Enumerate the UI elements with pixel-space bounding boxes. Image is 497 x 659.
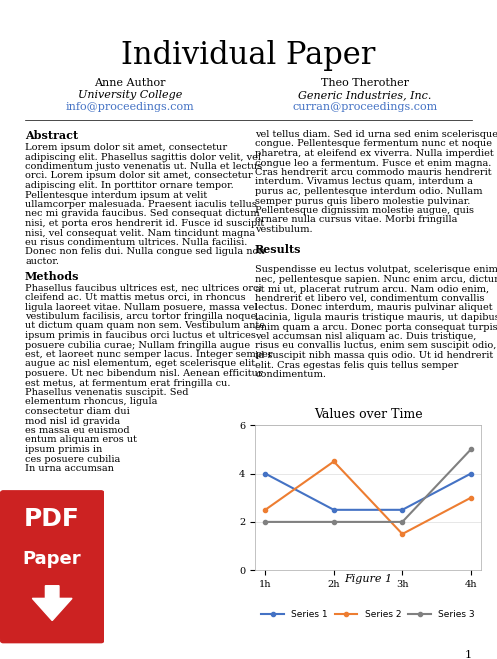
Text: elementum rhoncus, ligula: elementum rhoncus, ligula bbox=[25, 397, 158, 407]
Text: es massa eu euismod: es massa eu euismod bbox=[25, 426, 130, 435]
Text: est, et laoreet nunc semper lacus. Integer semper: est, et laoreet nunc semper lacus. Integ… bbox=[25, 350, 272, 359]
Text: enim quam a arcu. Donec porta consequat turpis,: enim quam a arcu. Donec porta consequat … bbox=[255, 322, 497, 331]
Text: University College: University College bbox=[78, 90, 182, 100]
Text: ligula laoreet vitae. Nullam posuere, massa vel: ligula laoreet vitae. Nullam posuere, ma… bbox=[25, 302, 257, 312]
Text: Results: Results bbox=[255, 244, 302, 255]
Legend: Series 1, Series 2, Series 3: Series 1, Series 2, Series 3 bbox=[257, 607, 479, 623]
Text: Pellentesque dignissim molestie augue, quis: Pellentesque dignissim molestie augue, q… bbox=[255, 206, 474, 215]
Text: Suspendisse eu lectus volutpat, scelerisque enim: Suspendisse eu lectus volutpat, sceleris… bbox=[255, 266, 497, 275]
Text: Anne Author: Anne Author bbox=[94, 78, 166, 88]
FancyArrow shape bbox=[32, 586, 72, 621]
Text: augue ac nisl elementum, eget scelerisque elit: augue ac nisl elementum, eget scelerisqu… bbox=[25, 360, 255, 368]
Text: elit. Cras egestas felis quis tellus semper: elit. Cras egestas felis quis tellus sem… bbox=[255, 360, 458, 370]
Text: nisi, et porta eros hendrerit id. Fusce id suscipit: nisi, et porta eros hendrerit id. Fusce … bbox=[25, 219, 264, 228]
Text: auctor.: auctor. bbox=[25, 257, 59, 266]
Series 1 bbox=[468, 470, 474, 478]
Text: Generic Industries, Inc.: Generic Industries, Inc. bbox=[298, 90, 432, 100]
Text: cleifend ac. Ut mattis metus orci, in rhoncus: cleifend ac. Ut mattis metus orci, in rh… bbox=[25, 293, 246, 302]
Text: vestibulum facilisis, arcu tortor fringilla noque,: vestibulum facilisis, arcu tortor fringi… bbox=[25, 312, 259, 321]
Text: Phasellus venenatis suscipit. Sed: Phasellus venenatis suscipit. Sed bbox=[25, 388, 188, 397]
Text: posuere. Ut nec bibendum nisl. Aenean efficitur: posuere. Ut nec bibendum nisl. Aenean ef… bbox=[25, 369, 262, 378]
Text: pharetra, at eleifend ex viverra. Nulla imperdiet: pharetra, at eleifend ex viverra. Nulla … bbox=[255, 149, 494, 158]
Text: info@proceedings.com: info@proceedings.com bbox=[66, 102, 194, 112]
Text: PDF: PDF bbox=[24, 507, 80, 531]
Text: In urna accumsan: In urna accumsan bbox=[25, 464, 114, 473]
Text: Abstract: Abstract bbox=[25, 130, 78, 141]
Series 1 bbox=[262, 470, 268, 478]
Text: 1: 1 bbox=[465, 650, 472, 659]
Text: ut dictum quam quam non sem. Vestibulum ante: ut dictum quam quam non sem. Vestibulum … bbox=[25, 322, 265, 331]
Text: id suscipit nibh massa quis odio. Ut id hendrerit: id suscipit nibh massa quis odio. Ut id … bbox=[255, 351, 493, 360]
Text: curran@proceedings.com: curran@proceedings.com bbox=[292, 102, 438, 112]
Text: vel tellus diam. Sed id urna sed enim scelerisque: vel tellus diam. Sed id urna sed enim sc… bbox=[255, 130, 497, 139]
Text: ipsum primis in faucibus orci luctus et ultrices: ipsum primis in faucibus orci luctus et … bbox=[25, 331, 256, 340]
Text: lacinia, ligula mauris tristique mauris, ut dapibus: lacinia, ligula mauris tristique mauris,… bbox=[255, 313, 497, 322]
Text: Lorem ipsum dolor sit amet, consectetur: Lorem ipsum dolor sit amet, consectetur bbox=[25, 143, 227, 152]
Text: at mi ut, placerat rutrum arcu. Nam odio enim,: at mi ut, placerat rutrum arcu. Nam odio… bbox=[255, 285, 489, 293]
Text: vestibulum.: vestibulum. bbox=[255, 225, 313, 234]
Text: ullamcorper malesuada. Praesent iaculis tellus: ullamcorper malesuada. Praesent iaculis … bbox=[25, 200, 257, 209]
Series 2 bbox=[400, 530, 406, 538]
Text: Donec non felis dui. Nulla congue sed ligula non: Donec non felis dui. Nulla congue sed li… bbox=[25, 248, 264, 256]
Line: Series 1: Series 1 bbox=[263, 471, 473, 512]
Series 3 bbox=[331, 518, 337, 526]
Text: congue. Pellentesque fermentum nunc et noque: congue. Pellentesque fermentum nunc et n… bbox=[255, 140, 492, 148]
Series 3 bbox=[400, 518, 406, 526]
Text: adipiscing elit. Phasellus sagittis dolor velit, vel: adipiscing elit. Phasellus sagittis dolo… bbox=[25, 152, 261, 161]
Text: nisi, vel consequat velit. Nam tincidunt magna: nisi, vel consequat velit. Nam tincidunt… bbox=[25, 229, 255, 237]
Series 1 bbox=[331, 506, 337, 514]
Text: nec mi gravida faucibus. Sed consequat dictum: nec mi gravida faucibus. Sed consequat d… bbox=[25, 210, 259, 219]
Text: condimentum justo venenatis ut. Nulla et lectus: condimentum justo venenatis ut. Nulla et… bbox=[25, 162, 262, 171]
Text: Phasellus faucibus ultrices est, nec ultrices orci: Phasellus faucibus ultrices est, nec ult… bbox=[25, 283, 261, 293]
Text: orci. Lorem ipsum dolor sit amet, consectetur: orci. Lorem ipsum dolor sit amet, consec… bbox=[25, 171, 252, 181]
Series 3 bbox=[468, 445, 474, 453]
Text: Paper: Paper bbox=[23, 550, 82, 568]
Text: adipiscing elit. In porttitor ornare tempor.: adipiscing elit. In porttitor ornare tem… bbox=[25, 181, 234, 190]
Title: Values over Time: Values over Time bbox=[314, 409, 422, 421]
Series 2 bbox=[468, 494, 474, 501]
FancyBboxPatch shape bbox=[0, 491, 104, 643]
Series 2 bbox=[331, 457, 337, 465]
Text: nec, pellentesque sapien. Nunc enim arcu, dictum: nec, pellentesque sapien. Nunc enim arcu… bbox=[255, 275, 497, 284]
Text: Theo Therother: Theo Therother bbox=[321, 78, 409, 88]
Text: est metus, at fermentum erat fringilla cu.: est metus, at fermentum erat fringilla c… bbox=[25, 378, 231, 387]
Text: congue leo a fermentum. Fusce et enim magna.: congue leo a fermentum. Fusce et enim ma… bbox=[255, 159, 492, 167]
Text: ipsum primis in: ipsum primis in bbox=[25, 445, 102, 454]
Text: consectetur diam dui: consectetur diam dui bbox=[25, 407, 130, 416]
Text: Figure 1: Figure 1 bbox=[344, 573, 392, 583]
Text: entum aliquam eros ut: entum aliquam eros ut bbox=[25, 436, 137, 445]
Text: posuere cubilia curae; Nullam fringilla augue: posuere cubilia curae; Nullam fringilla … bbox=[25, 341, 250, 349]
Text: Cras hendrerit arcu commodo mauris hendrerit: Cras hendrerit arcu commodo mauris hendr… bbox=[255, 168, 492, 177]
Text: condimentum.: condimentum. bbox=[255, 370, 326, 379]
Text: hendrerit et libero vel, condimentum convallis: hendrerit et libero vel, condimentum con… bbox=[255, 294, 485, 303]
Text: Individual Paper: Individual Paper bbox=[121, 40, 375, 71]
Line: Series 3: Series 3 bbox=[263, 447, 473, 524]
Text: ces posuere cubilia: ces posuere cubilia bbox=[25, 455, 120, 463]
Text: semper purus quis libero molestie pulvinar.: semper purus quis libero molestie pulvin… bbox=[255, 196, 470, 206]
Text: vel accumsan nisl aliquam ac. Duis tristique,: vel accumsan nisl aliquam ac. Duis trist… bbox=[255, 332, 477, 341]
Text: Methods: Methods bbox=[25, 270, 80, 281]
Series 1 bbox=[400, 506, 406, 514]
Text: eu risus condimentum ultrices. Nulla facilisi.: eu risus condimentum ultrices. Nulla fac… bbox=[25, 238, 248, 247]
Series 3 bbox=[262, 518, 268, 526]
Series 2 bbox=[262, 506, 268, 514]
Text: Pellentesque interdum ipsum at velit: Pellentesque interdum ipsum at velit bbox=[25, 190, 207, 200]
Text: ornare nulla cursus vitae. Morbi fringilla: ornare nulla cursus vitae. Morbi fringil… bbox=[255, 215, 457, 225]
Text: interdum. Vivamus lectus quam, interdum a: interdum. Vivamus lectus quam, interdum … bbox=[255, 177, 473, 186]
Line: Series 2: Series 2 bbox=[263, 459, 473, 536]
Text: mod nisl id gravida: mod nisl id gravida bbox=[25, 416, 120, 426]
Text: risus eu convallis luctus, enim sem suscipit odio,: risus eu convallis luctus, enim sem susc… bbox=[255, 341, 497, 351]
Text: purus ac, pellentesque interdum odio. Nullam: purus ac, pellentesque interdum odio. Nu… bbox=[255, 187, 483, 196]
Text: lectus. Donec interdum, mauris pulvinar aliquet: lectus. Donec interdum, mauris pulvinar … bbox=[255, 304, 493, 312]
